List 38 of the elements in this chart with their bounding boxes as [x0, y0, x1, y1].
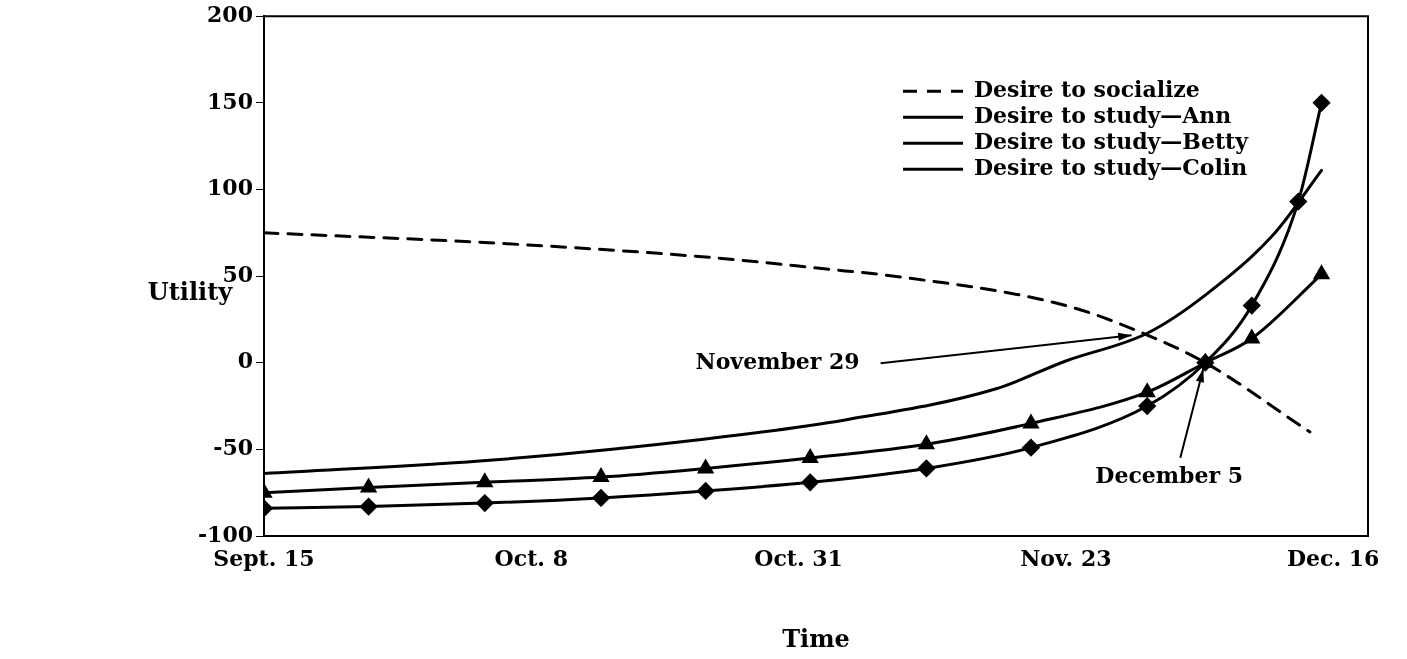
y-tick-label: -50 [213, 434, 253, 461]
point [1243, 297, 1261, 315]
x-tick-label: Oct. 8 [494, 544, 568, 571]
y-tick-label: 100 [207, 174, 253, 201]
point [697, 482, 715, 500]
legend-label: Desire to socialize [974, 75, 1200, 102]
y-tick-label: 150 [207, 87, 253, 114]
point [1244, 329, 1260, 344]
point [360, 498, 378, 516]
legend-label: Desire to study—Betty [974, 127, 1250, 154]
legend-label: Desire to study—Ann [974, 101, 1232, 128]
y-tick-label: 0 [237, 347, 253, 374]
legend-label: Desire to study—Colin [974, 153, 1248, 180]
point [1023, 414, 1039, 429]
point [1313, 94, 1331, 112]
point [1313, 265, 1330, 280]
x-tick-label: Nov. 23 [1020, 544, 1112, 571]
point [1139, 383, 1155, 398]
annotation: November 29 [695, 348, 860, 374]
point [592, 489, 610, 507]
point [361, 478, 377, 493]
annotation: December 5 [1095, 462, 1243, 489]
point [477, 473, 493, 488]
x-axis-title: Time [782, 623, 850, 653]
point [1138, 397, 1156, 415]
point [802, 449, 818, 464]
point [593, 468, 609, 483]
point [698, 459, 714, 474]
y-tick-label: -100 [197, 520, 253, 547]
x-tick-label: Sept. 15 [213, 544, 315, 571]
point [918, 435, 934, 450]
point [801, 473, 819, 491]
y-tick-label: 200 [207, 0, 253, 27]
point [917, 459, 935, 477]
x-tick-label: Dec. 16 [1286, 544, 1380, 571]
x-tick-label: Oct. 31 [754, 544, 843, 571]
point [476, 494, 494, 512]
point [1022, 439, 1040, 457]
